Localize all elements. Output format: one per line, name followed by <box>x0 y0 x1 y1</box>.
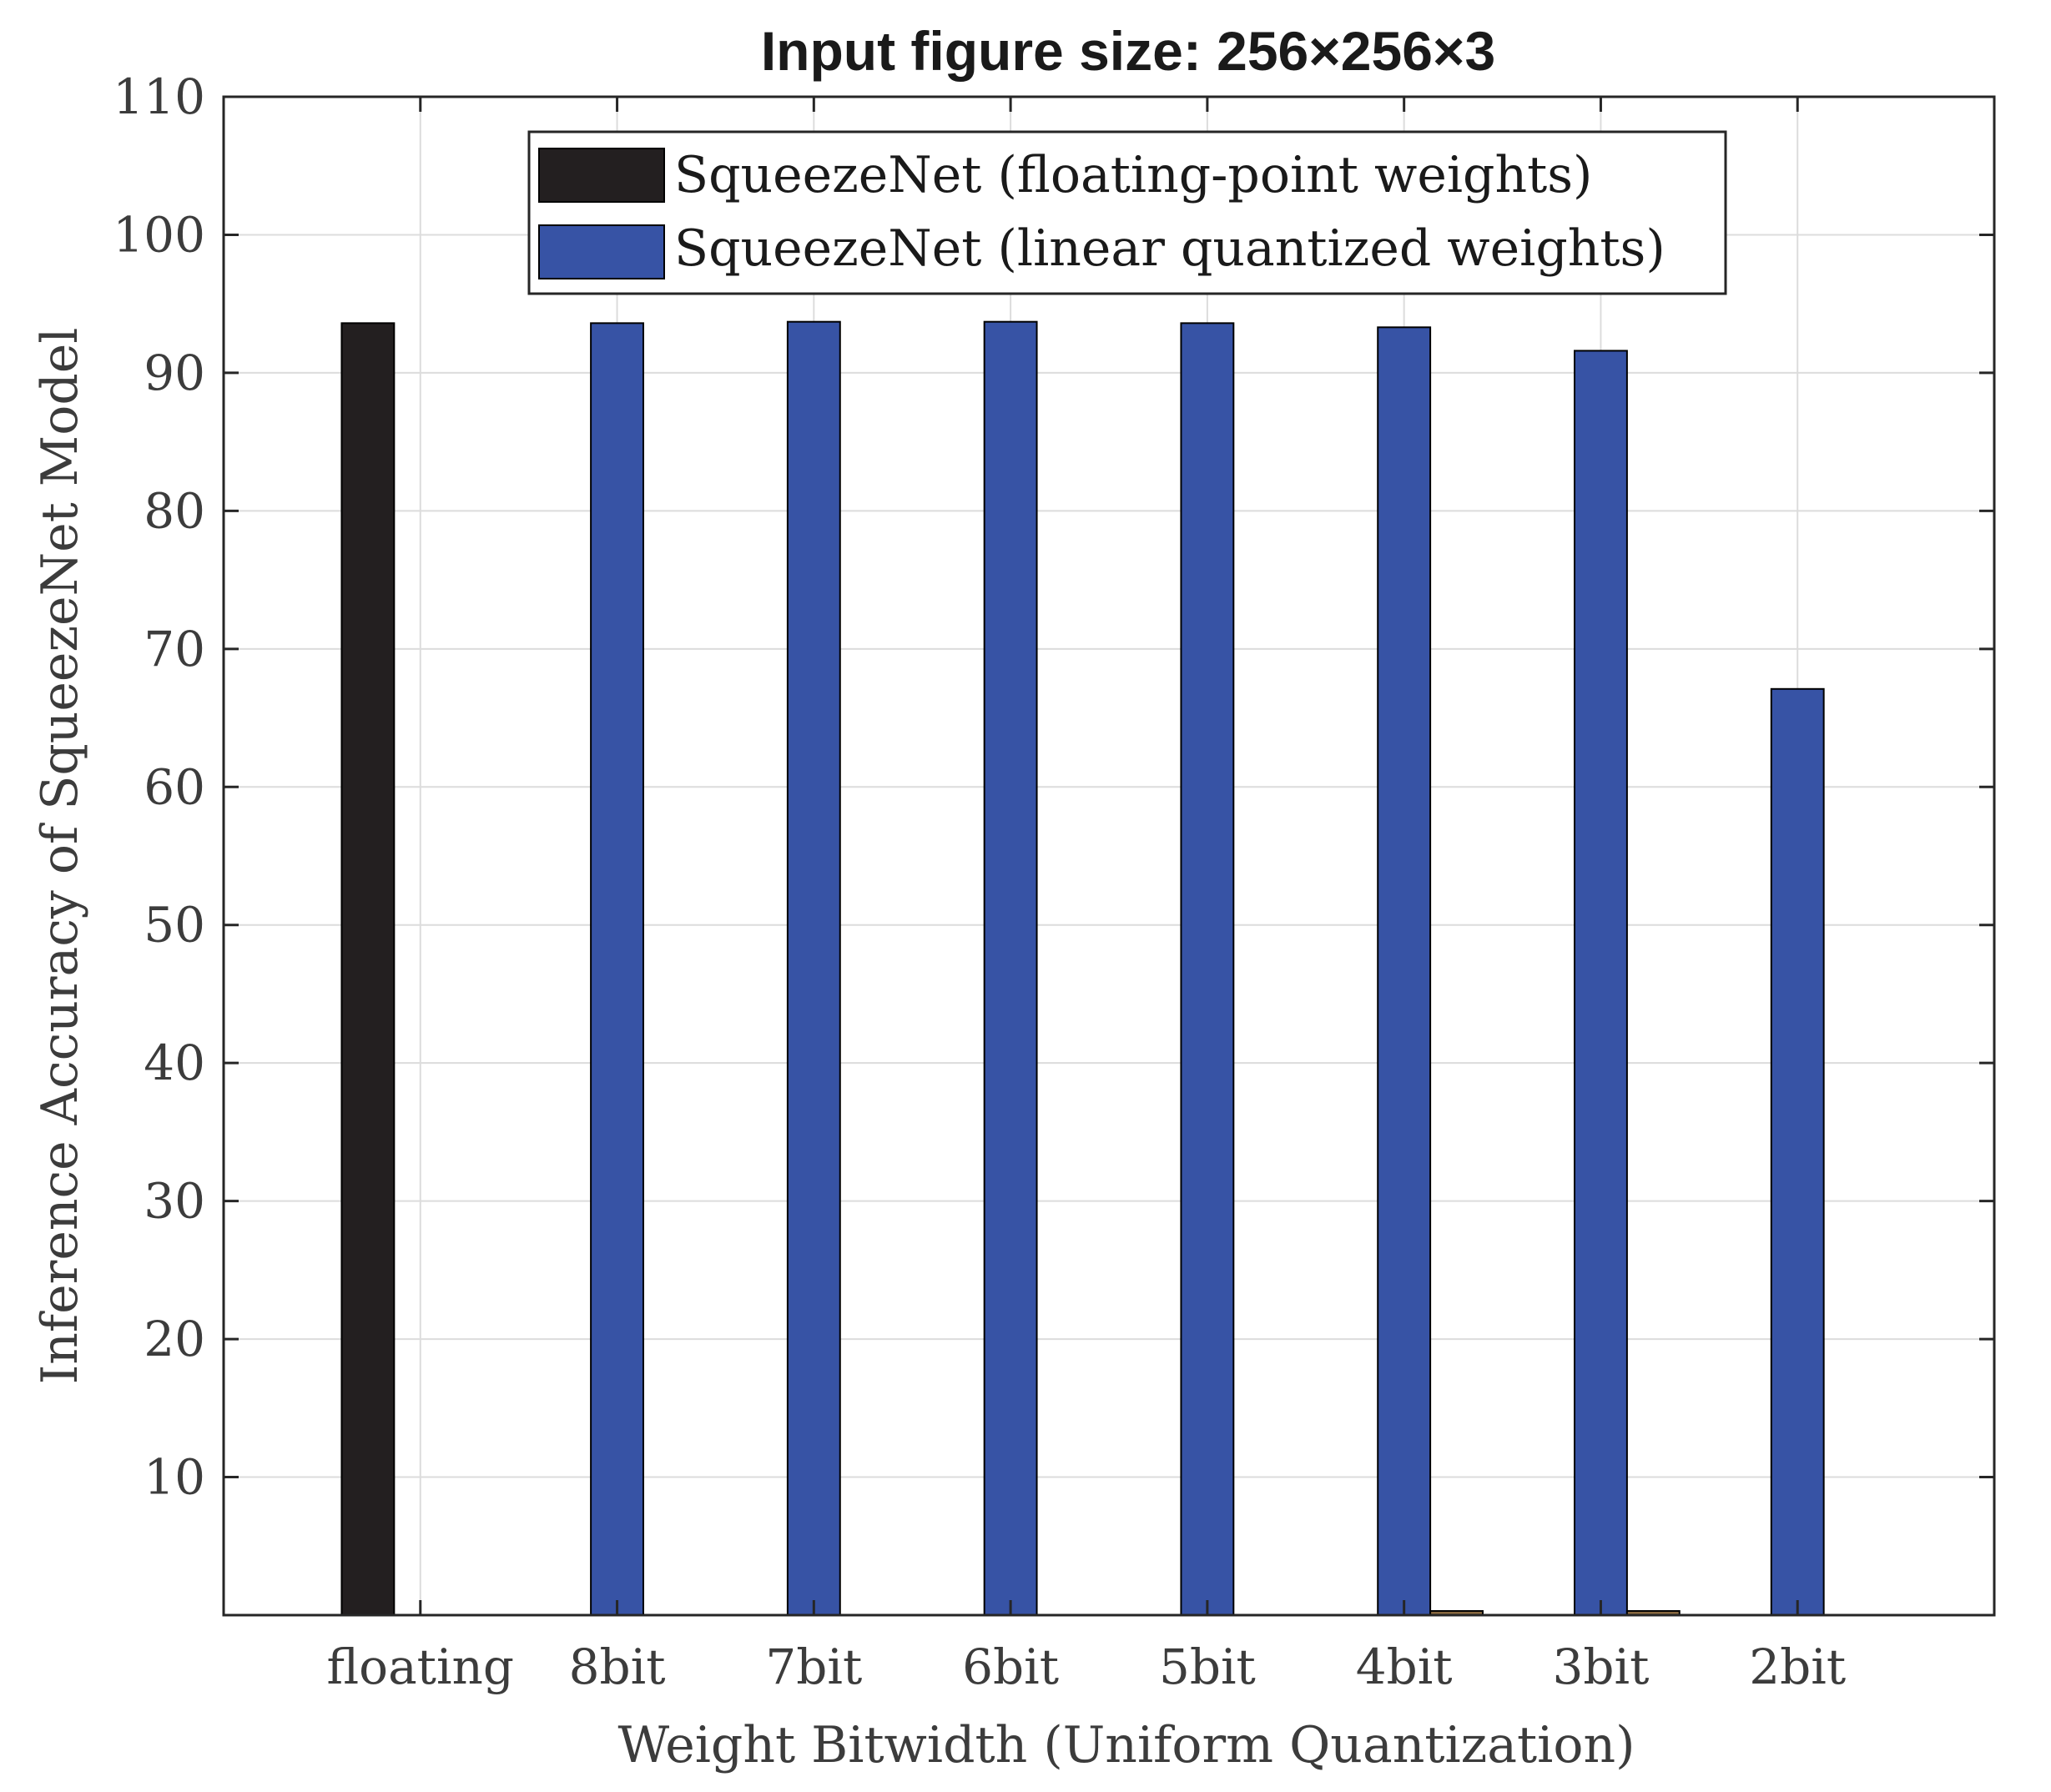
bar <box>1574 350 1628 1616</box>
bar <box>1180 322 1235 1616</box>
y-tick-label: 20 <box>144 1311 205 1367</box>
y-tick-label: 70 <box>144 621 205 677</box>
bars <box>340 320 1825 1617</box>
y-tick-label: 60 <box>144 758 205 815</box>
plot-area-frame <box>222 95 1996 1617</box>
y-tick-label: 80 <box>144 482 205 539</box>
y-tick-label: 10 <box>144 1449 205 1506</box>
bar <box>1770 687 1825 1616</box>
x-tick-label: floating <box>327 1638 515 1695</box>
legend-label-floating: SqueezeNet (floating-point weights) <box>674 146 1592 204</box>
legend-label-quantized: SqueezeNet (linear quantized weights) <box>674 219 1665 278</box>
x-tick-label: 7bit <box>765 1638 862 1695</box>
x-tick-label: 6bit <box>962 1638 1059 1695</box>
y-tick-label: 30 <box>144 1173 205 1230</box>
x-tick-label: 4bit <box>1356 1638 1453 1695</box>
x-tick-label: 8bit <box>569 1638 666 1695</box>
y-tick-label: 110 <box>113 68 205 125</box>
y-tick-label: 100 <box>113 206 205 263</box>
x-axis-label: Weight Bitwidth (Uniform Quantization) <box>617 1716 1635 1774</box>
legend-box <box>527 130 1727 295</box>
y-tick-label: 90 <box>144 345 205 401</box>
legend: SqueezeNet (floating-point weights) Sque… <box>527 130 1727 295</box>
bar <box>786 320 841 1616</box>
y-tick-label: 40 <box>144 1034 205 1091</box>
bar <box>1377 326 1432 1616</box>
bar <box>340 322 396 1616</box>
bar <box>590 322 644 1616</box>
legend-swatch-quantized <box>538 224 665 279</box>
legend-swatch-floating <box>538 148 665 203</box>
x-tick-label: 5bit <box>1159 1638 1256 1695</box>
y-tick-label: 50 <box>144 897 205 954</box>
bar <box>983 320 1038 1616</box>
chart-title: Input figure size: 256×256×3 <box>761 20 1495 82</box>
y-axis-label: Inference Accuracy of SqueezeNet Model <box>31 328 89 1385</box>
x-tick-label: 3bit <box>1552 1638 1649 1695</box>
x-tick-label: 2bit <box>1749 1638 1846 1695</box>
axis-ticks: 10 20 30 40 50 60 70 80 90 100 110 floating 8bit 7bit… <box>113 68 1994 1695</box>
